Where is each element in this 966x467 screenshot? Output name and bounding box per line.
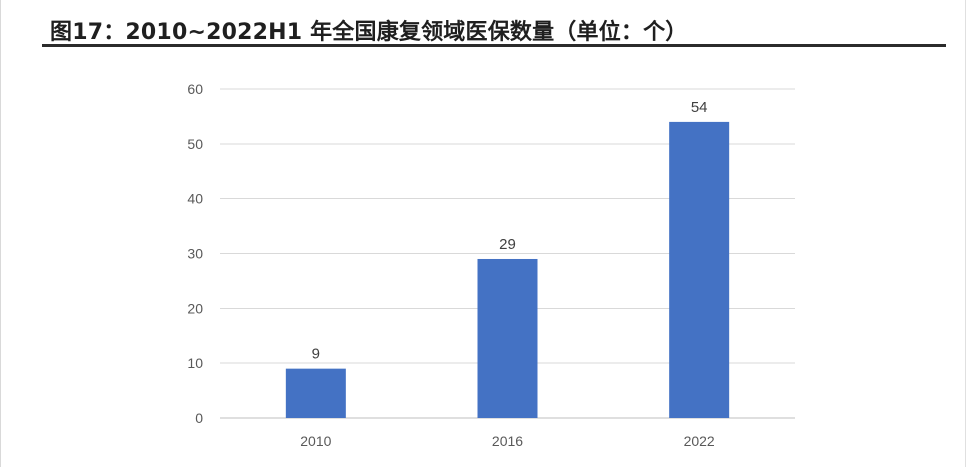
bar [669,121,730,419]
y-tick-label: 40 [187,191,203,207]
bar [285,368,346,418]
y-tick-label: 30 [187,246,203,262]
data-label: 9 [312,346,320,363]
y-axis-ticks: 0 10 20 30 40 50 60 [187,81,203,426]
y-tick-label: 10 [187,355,203,371]
x-axis-ticks: 2010 2016 2022 [300,433,715,449]
bar [477,258,538,418]
page-left-border [0,0,1,467]
y-tick-label: 50 [187,136,203,152]
data-labels: 9 29 54 [312,99,708,363]
title-underline [42,44,946,47]
data-label: 54 [691,99,708,116]
figure-title: 图17：2010~2022H1 年全国康复领域医保数量（单位：个） [50,20,688,45]
bars [285,121,730,419]
x-tick-label: 2010 [300,433,331,449]
y-tick-label: 0 [195,410,203,426]
data-label: 29 [499,236,516,253]
y-tick-label: 60 [187,81,203,97]
y-tick-label: 20 [187,300,203,316]
x-tick-label: 2022 [684,433,715,449]
x-tick-label: 2016 [492,433,523,449]
